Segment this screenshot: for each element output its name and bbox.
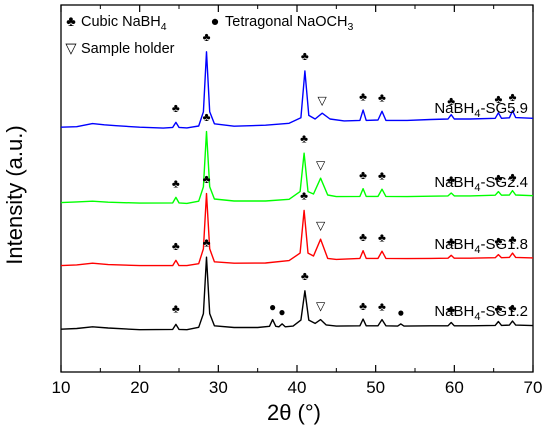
cubic-marker: ♣ (203, 30, 211, 44)
cubic-marker: ♣ (378, 169, 386, 183)
legend: ♣ Cubic NaBH4 ● Tetragonal NaOCH3 ▽ Sample ho… (65, 14, 353, 57)
sample-holder-marker: ▽ (316, 219, 326, 233)
sample-holder-marker: ▽ (318, 94, 328, 108)
legend-label: Cubic NaBH4 (81, 14, 167, 33)
cubic-marker: ♣ (378, 300, 386, 314)
series-line (60, 130, 534, 205)
cubic-marker: ♣ (494, 234, 502, 248)
cubic-marker: ♣ (447, 94, 455, 108)
series-line (60, 192, 534, 267)
legend-label: Sample holder (81, 41, 175, 57)
cubic-marker: ♣ (447, 235, 455, 249)
cubic-marker: ♣ (447, 172, 455, 186)
series-line (60, 51, 534, 129)
tetragonal-marker: ● (278, 305, 285, 319)
series-label-sub: 4 (474, 108, 480, 120)
tetragonal-marker: ● (269, 300, 276, 314)
series-label-sub: 4 (474, 182, 480, 194)
series-sg2-4: ♣♣♣▽♣ ♣ ♣ ♣ ♣NaBH4-SG2.4 (60, 110, 534, 205)
cubic-marker: ♣ (359, 90, 367, 104)
cubic-marker: ♣ (359, 299, 367, 313)
series-label-name: NaBH (434, 303, 474, 320)
cubic-marker: ♣ (172, 239, 180, 253)
legend-label-text: Cubic NaBH (81, 14, 161, 30)
y-axis-title: Intensity (a.u.) (2, 125, 27, 264)
sample-holder-marker: ▽ (316, 299, 326, 313)
series-label-suffix: -SG1.2 (480, 303, 528, 320)
x-axis-title: 2θ (°) (267, 400, 321, 425)
series-sg5-9: ♣♣♣▽ ♣ ♣ ♣ ♣ ♣NaBH4-SG5.9 (60, 30, 534, 129)
cubic-marker: ♣ (509, 232, 517, 246)
cubic-marker: ♣ (300, 131, 308, 145)
cubic-marker: ♣ (301, 49, 309, 63)
series-label-suffix: -SG2.4 (480, 174, 528, 191)
x-tick-label: 10 (52, 378, 71, 397)
legend-label: Tetragonal NaOCH3 (225, 14, 354, 33)
series-label-name: NaBH (434, 236, 474, 253)
x-tick-label: 50 (366, 378, 385, 397)
series-label-suffix: -SG5.9 (480, 100, 528, 117)
cubic-marker: ♣ (359, 230, 367, 244)
legend-label-sub: 3 (348, 21, 354, 33)
sample-holder-marker: ▽ (316, 158, 326, 172)
series-label-name: NaBH (434, 174, 474, 191)
legend-label-text: Tetragonal NaOCH (225, 14, 348, 30)
axes: 10 20 30 40 50 60 70 (52, 4, 543, 397)
legend-symbol: ● (211, 14, 220, 30)
x-tick-label: 30 (209, 378, 228, 397)
series-label-name: NaBH (434, 100, 474, 117)
series-line (60, 256, 534, 331)
cubic-marker: ♣ (494, 301, 502, 315)
x-tick-label: 40 (288, 378, 307, 397)
series-label: NaBH4-SG2.4 (434, 174, 528, 194)
x-tick-label: 70 (524, 378, 543, 397)
cubic-marker: ♣ (172, 176, 180, 190)
series-sg1-2: ♣♣● ●♣▽ ♣ ♣ ● ♣ ♣ ♣NaBH4-SG1.2 (60, 235, 534, 331)
cubic-marker: ♣ (509, 170, 517, 184)
cubic-marker: ♣ (509, 90, 517, 104)
cubic-marker: ♣ (203, 110, 211, 124)
legend-label-text: Sample holder (81, 41, 175, 57)
series-layer: ♣♣♣▽ ♣ ♣ ♣ ♣ ♣NaBH4-SG5.9♣♣♣▽♣ ♣ ♣ ♣ ♣NaBH4-SG2.4… (60, 30, 534, 331)
cubic-marker: ♣ (172, 301, 180, 315)
cubic-marker: ♣ (494, 92, 502, 106)
cubic-marker: ♣ (509, 301, 517, 315)
tetragonal-marker: ● (397, 306, 404, 320)
series-label-sub: 4 (474, 244, 480, 256)
legend-symbol: ♣ (66, 14, 76, 30)
cubic-marker: ♣ (300, 189, 308, 203)
x-tick-label: 60 (445, 378, 464, 397)
series-label-sub: 4 (474, 311, 480, 323)
cubic-marker: ♣ (494, 171, 502, 185)
cubic-marker: ♣ (447, 302, 455, 316)
cubic-marker: ♣ (378, 91, 386, 105)
series-label: NaBH4-SG1.2 (434, 303, 528, 323)
cubic-marker: ♣ (359, 168, 367, 182)
x-tick-label: 20 (130, 378, 149, 397)
legend-label-sub: 4 (161, 21, 167, 33)
legend-symbol: ▽ (65, 41, 77, 57)
cubic-marker: ♣ (172, 101, 180, 115)
series-label: NaBH4-SG5.9 (434, 100, 528, 120)
cubic-marker: ♣ (203, 235, 211, 249)
series-sg1-8: ♣♣♣▽♣ ♣ ♣ ♣ ♣NaBH4-SG1.8 (60, 172, 534, 267)
cubic-marker: ♣ (203, 172, 211, 186)
cubic-marker: ♣ (301, 269, 309, 283)
cubic-marker: ♣ (378, 231, 386, 245)
series-label-suffix: -SG1.8 (480, 236, 528, 253)
series-label: NaBH4-SG1.8 (434, 236, 528, 256)
